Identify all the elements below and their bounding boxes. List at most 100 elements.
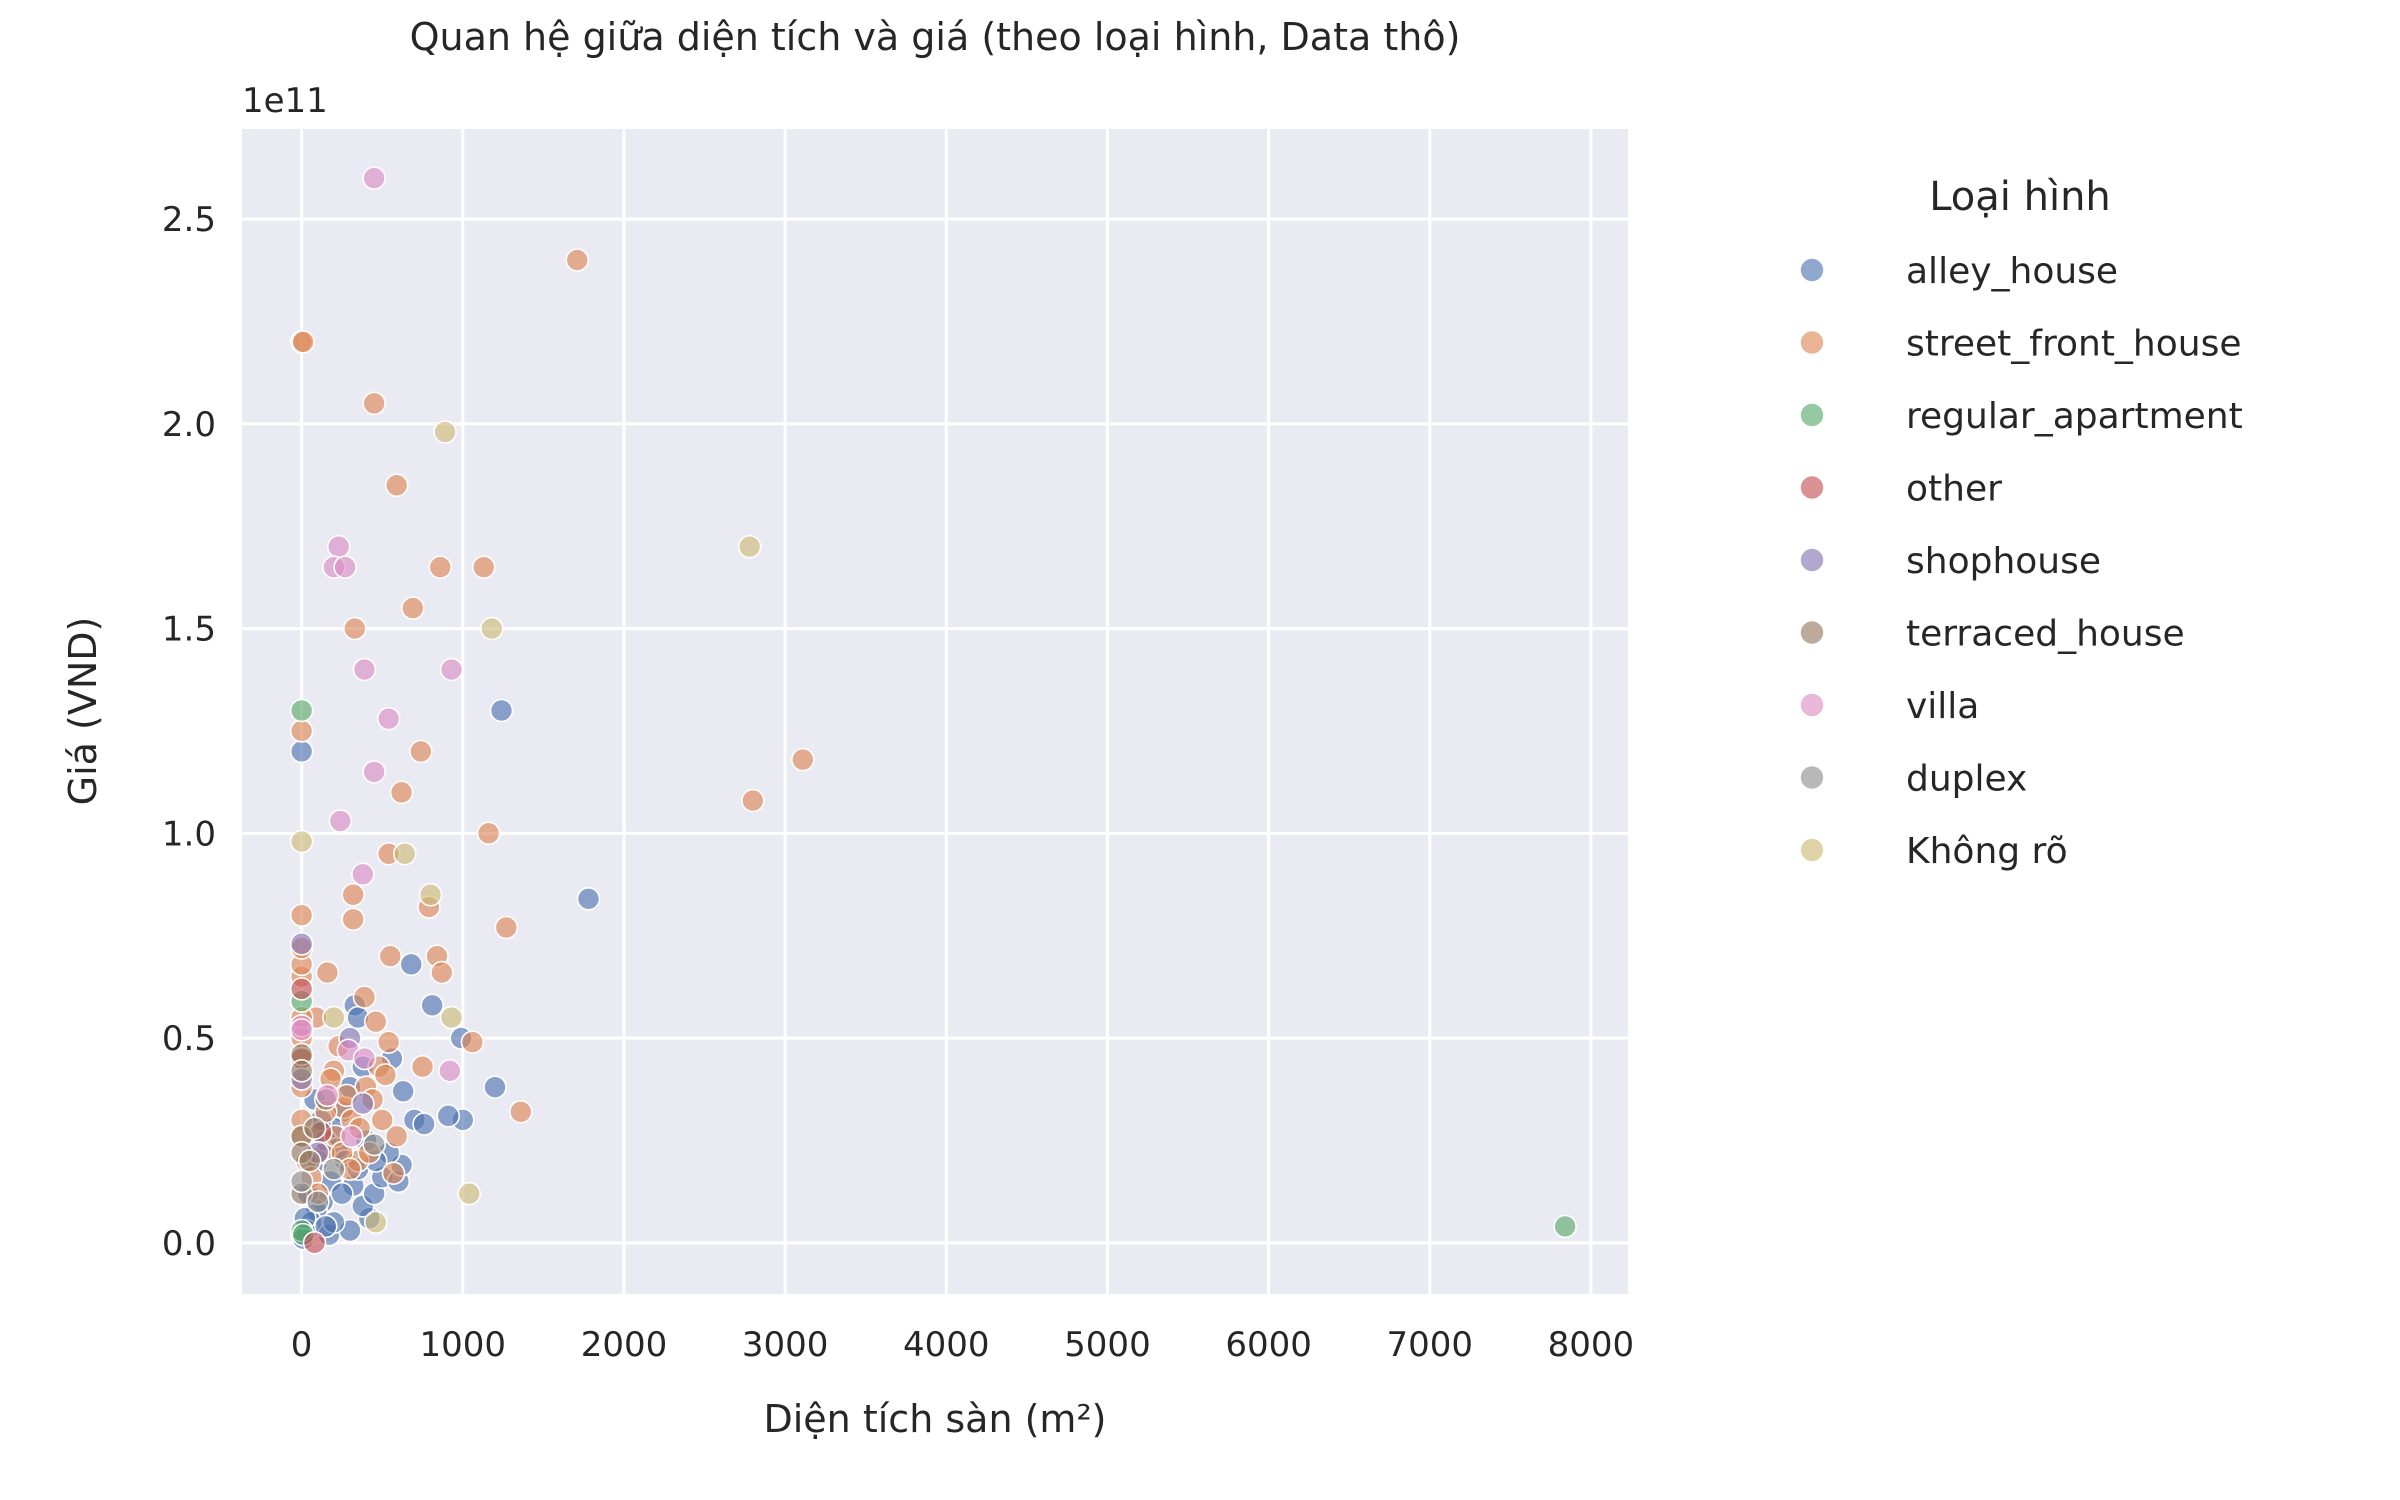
x-tick-label: 8000 [1548, 1325, 1635, 1365]
data-point [471, 555, 496, 579]
x-tick-label: 2000 [581, 1325, 668, 1365]
data-point [410, 1054, 435, 1079]
series-kh-ng-r- [289, 420, 762, 1235]
data-point [362, 1132, 386, 1157]
y-offset-label: 1e11 [242, 81, 328, 121]
data-point [289, 698, 314, 723]
data-points [289, 166, 1577, 1255]
legend-entry: shophouse [1906, 541, 2101, 582]
data-point [480, 616, 504, 641]
x-tick-label: 5000 [1064, 1325, 1151, 1365]
data-point [483, 1075, 507, 1100]
legend-title: Loại hình [1929, 174, 2111, 220]
data-point [363, 1210, 388, 1235]
data-point [322, 1157, 346, 1181]
data-point [376, 706, 401, 731]
legend-entry: Không rõ [1906, 831, 2068, 872]
x-tick-label: 1000 [420, 1325, 507, 1365]
data-point [315, 960, 340, 985]
data-point [389, 780, 414, 805]
data-point [314, 1214, 338, 1239]
legend-marker [1799, 257, 1825, 283]
legend-entry: alley_house [1906, 251, 2118, 292]
data-point [289, 1018, 314, 1042]
legend-entry: street_front_house [1906, 324, 2242, 365]
legend-entry: regular_apartment [1906, 396, 2243, 437]
data-point [352, 985, 377, 1009]
x-tick-label: 0 [291, 1325, 313, 1365]
data-point [362, 760, 386, 784]
data-point [289, 932, 314, 956]
data-point [1553, 1214, 1577, 1239]
x-axis-label: Diện tích sàn (m²) [763, 1397, 1106, 1441]
data-point [291, 330, 316, 354]
data-point [439, 657, 464, 682]
data-point [384, 1124, 409, 1149]
data-point [289, 719, 314, 743]
data-point [363, 1009, 388, 1034]
x-tick-label: 6000 [1225, 1325, 1312, 1365]
data-point [289, 739, 314, 764]
data-point [373, 1063, 398, 1087]
data-point [457, 1181, 482, 1206]
data-point [489, 698, 514, 723]
data-point [362, 391, 386, 416]
data-point [289, 1169, 314, 1194]
legend-marker [1799, 547, 1825, 573]
data-point [302, 1116, 327, 1140]
data-point [330, 1181, 354, 1206]
data-point [289, 977, 314, 1001]
y-tick-label: 0.0 [162, 1224, 216, 1264]
data-point [315, 1083, 340, 1108]
data-point [436, 1104, 461, 1128]
y-tick-label: 2.5 [162, 200, 216, 240]
legend: Loại hình alley_house street_front_houser… [1799, 174, 2243, 872]
data-point [289, 829, 314, 854]
data-point [438, 1059, 462, 1083]
data-point [401, 596, 425, 620]
legend-marker [1799, 329, 1825, 356]
data-point [343, 616, 367, 641]
data-point [328, 809, 353, 833]
data-point [378, 944, 403, 968]
data-point [476, 821, 501, 846]
y-axis-label: Giá (VND) [61, 617, 105, 806]
data-point [494, 915, 519, 940]
x-tick-label: 3000 [742, 1325, 829, 1365]
data-point [565, 248, 590, 272]
legend-marker [1799, 692, 1825, 718]
data-point [341, 882, 366, 907]
series-duplex [289, 1132, 386, 1214]
data-point [412, 1112, 436, 1136]
data-point [339, 1124, 364, 1149]
data-point [433, 420, 457, 444]
data-point [302, 1231, 327, 1255]
y-tick-label: 1.0 [162, 814, 216, 854]
data-point [362, 166, 386, 190]
legend-marker [1799, 837, 1825, 863]
data-point [737, 534, 762, 559]
data-point [430, 960, 454, 985]
data-point [741, 788, 765, 813]
data-point [289, 903, 314, 928]
data-point [297, 1149, 322, 1173]
data-point [439, 1005, 464, 1030]
data-point [351, 862, 375, 887]
x-tick-label: 4000 [903, 1325, 990, 1365]
data-point [420, 993, 444, 1018]
data-point [399, 952, 424, 977]
legend-marker [1799, 402, 1825, 428]
data-point [352, 1046, 377, 1071]
legend-entry: duplex [1906, 759, 2027, 800]
y-tick-label: 2.0 [162, 405, 216, 445]
data-point [352, 657, 377, 682]
data-point [351, 1091, 375, 1116]
data-point [376, 1030, 401, 1054]
x-tick-labels: 0 1000 2000 3000 4000 5000 6000 7000 8000 [291, 1325, 1634, 1365]
data-point [333, 555, 357, 579]
y-tick-label: 1.5 [162, 610, 216, 650]
data-point [289, 1059, 314, 1083]
legend-marker [1799, 619, 1825, 646]
x-tick-label: 7000 [1387, 1325, 1474, 1365]
